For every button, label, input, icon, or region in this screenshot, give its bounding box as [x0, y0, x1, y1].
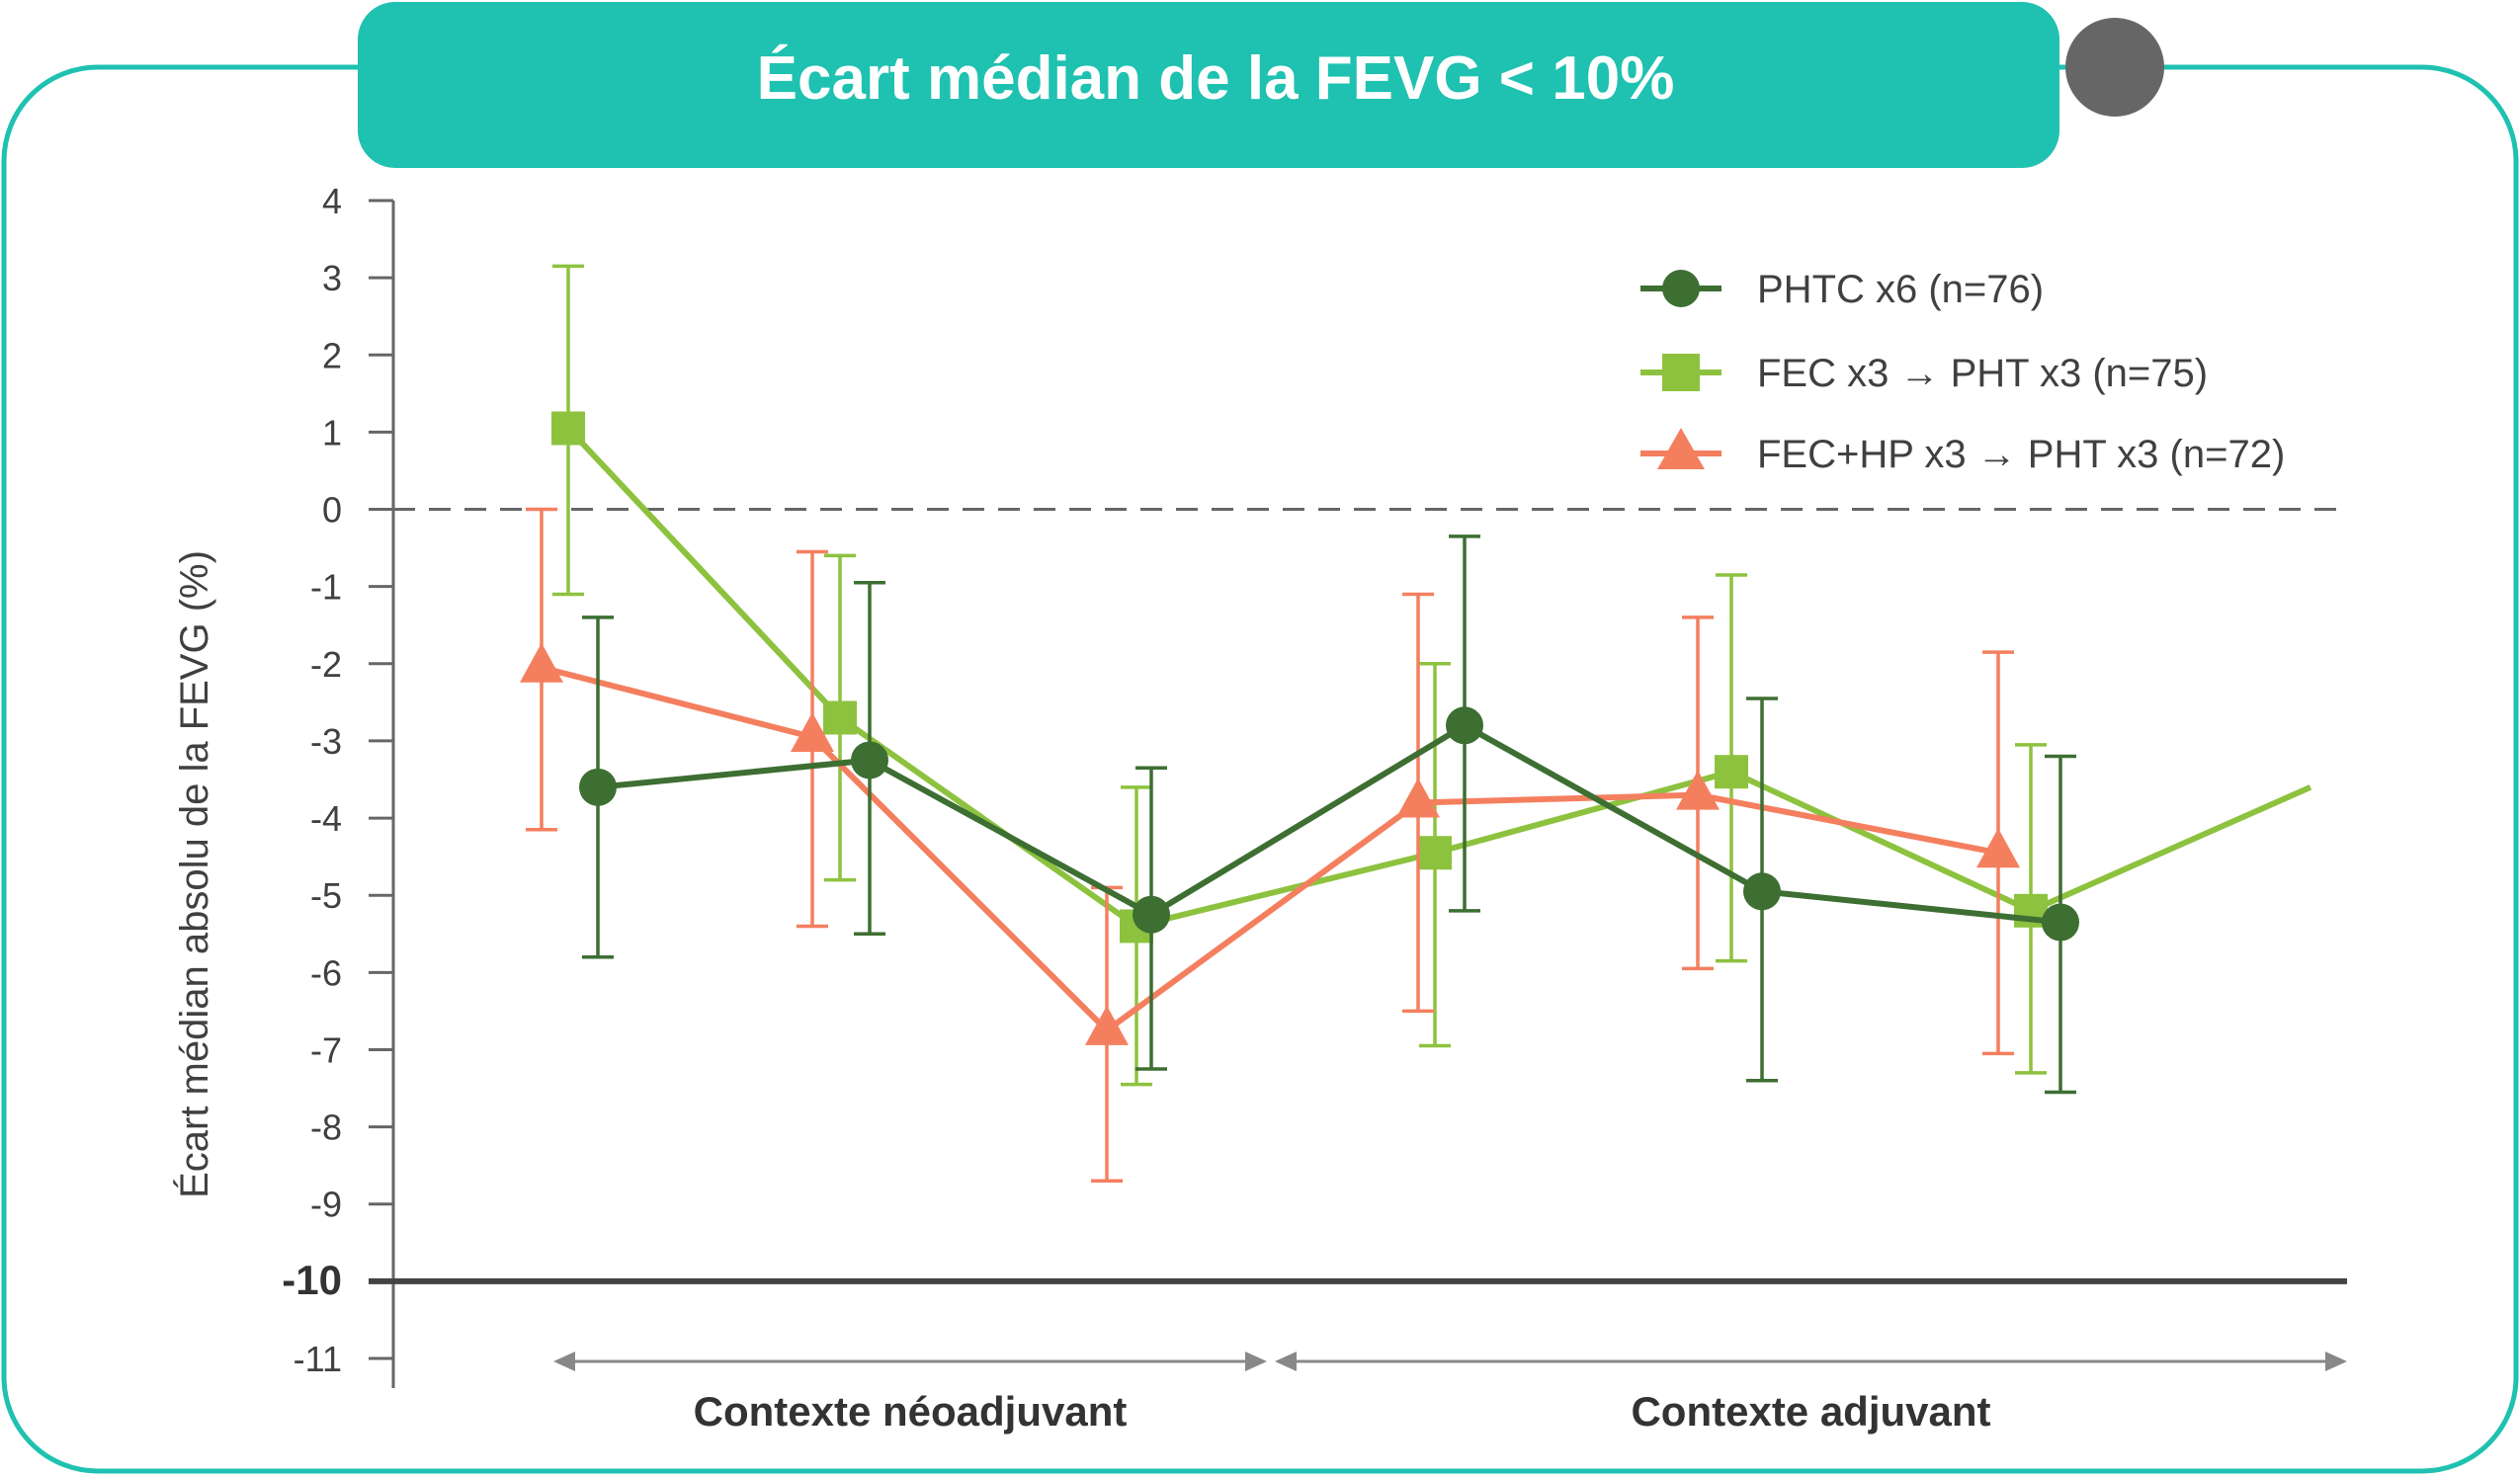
y-tick-label: -8	[310, 1108, 342, 1148]
y-tick-label: 3	[322, 258, 342, 298]
data-point-circle	[1743, 872, 1781, 910]
y-tick-label: -9	[310, 1185, 342, 1225]
data-point-square	[823, 700, 857, 734]
data-point-circle	[1446, 706, 1483, 744]
y-tick-label: -7	[310, 1029, 342, 1070]
y-tick-label: -6	[310, 952, 342, 993]
legend-label: FEC+HP x3 → PHT x3 (n=72)	[1757, 433, 2285, 476]
data-point-square	[551, 411, 585, 445]
legend-label: PHTC x6 (n=76)	[1757, 268, 2044, 311]
data-point-square	[1418, 836, 1452, 869]
y-tick-label: -4	[310, 798, 342, 839]
y-tick-label: 4	[322, 181, 342, 221]
y-tick-label: -1	[310, 567, 342, 608]
y-tick-label: 0	[322, 490, 342, 531]
data-point-circle	[579, 769, 617, 806]
data-point-square	[1715, 755, 1748, 788]
chart-title: Écart médian de la FEVG < 10%	[757, 44, 1675, 113]
y-tick-label: -2	[310, 644, 342, 685]
y-tick-label: 2	[322, 335, 342, 375]
y-tick-label: -10	[282, 1257, 342, 1303]
data-point-circle	[851, 741, 888, 779]
corner-tab	[2065, 18, 2164, 117]
legend-marker-square	[1662, 354, 1700, 391]
group-label: Contexte adjuvant	[1631, 1388, 1990, 1435]
legend-marker-circle	[1662, 270, 1700, 307]
y-axis-label: Écart médian absolu de la FEVG (%)	[172, 550, 216, 1198]
y-tick-label: -11	[294, 1339, 342, 1379]
y-tick-label: -5	[310, 875, 342, 916]
y-tick-label: -3	[310, 721, 342, 762]
data-point-circle	[1133, 896, 1170, 934]
group-label: Contexte néoadjuvant	[694, 1388, 1128, 1435]
y-tick-label: 1	[322, 412, 342, 452]
legend-label: FEC x3 → PHT x3 (n=75)	[1757, 352, 2208, 395]
data-point-circle	[2042, 904, 2079, 942]
